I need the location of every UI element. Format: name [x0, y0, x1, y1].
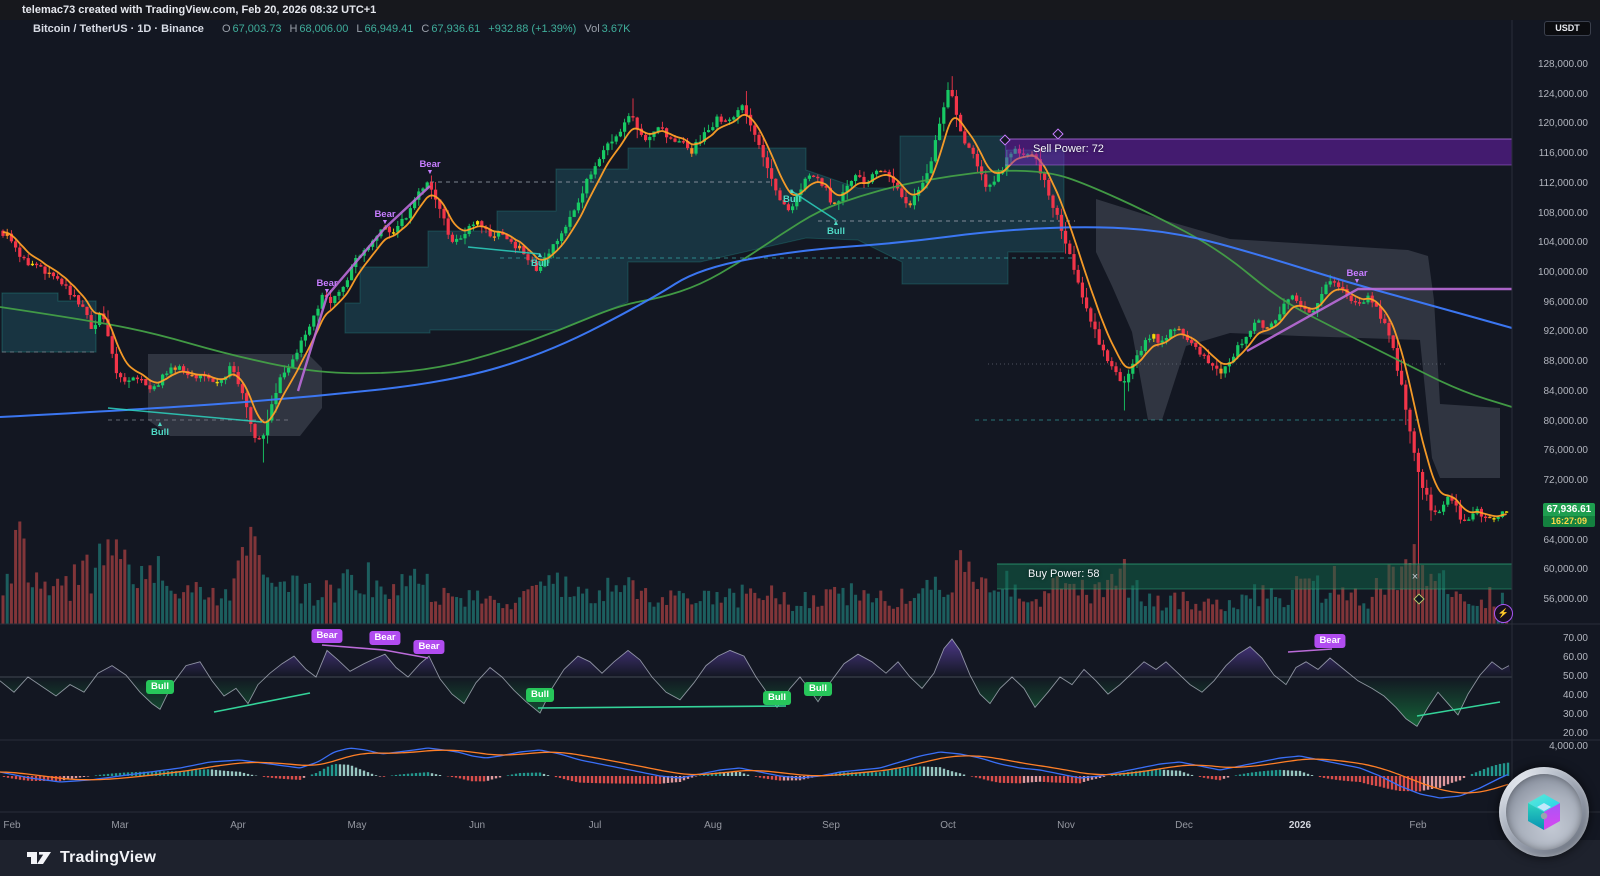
bar-countdown: 16:27:09	[1543, 516, 1595, 527]
open-value: 67,003.73	[232, 23, 282, 35]
low-label: L	[356, 23, 363, 35]
bull-badge[interactable]: Bull	[146, 680, 174, 694]
bear-badge[interactable]: Bear	[1314, 634, 1346, 648]
bull-price-marker[interactable]: ▲ Bull	[827, 220, 845, 237]
high-label: H	[289, 23, 298, 35]
bear-badge[interactable]: Bear	[413, 640, 445, 654]
cube-emblem-icon	[1528, 794, 1560, 830]
bull-badge[interactable]: Bull	[804, 682, 832, 696]
bull-badge[interactable]: Bull	[526, 688, 554, 702]
last-price-chip[interactable]: 67,936.61 16:27:09	[1543, 503, 1595, 527]
open-label: O	[221, 23, 231, 35]
time-axis-label[interactable]: Oct	[940, 820, 956, 831]
bear-price-marker[interactable]: Bear ▼	[316, 278, 338, 295]
bull-price-marker[interactable]: ▲ Bull	[783, 188, 801, 205]
bear-badge[interactable]: Bear	[369, 631, 401, 645]
price-tick[interactable]: 88,000.00	[1543, 356, 1589, 368]
pane-dividers[interactable]	[0, 20, 1600, 813]
time-axis-label[interactable]: Mar	[111, 820, 129, 831]
bull-price-marker[interactable]: ▲ Bull	[531, 252, 549, 269]
high-value: 68,006.00	[299, 23, 349, 35]
tradingview-logo-icon[interactable]	[26, 849, 52, 867]
currency-toggle-button[interactable]: USDT	[1544, 21, 1591, 36]
macd-tick[interactable]: 4,000.00	[1549, 741, 1588, 752]
power-bands[interactable]	[997, 138, 1512, 590]
volume-value: 3.67K	[601, 23, 631, 35]
attribution-text: telemac73 created with TradingView.com, …	[22, 4, 377, 16]
time-axis-label[interactable]: Jun	[468, 820, 486, 831]
price-tick[interactable]: 64,000.00	[1543, 534, 1589, 546]
buy-band-x-icon[interactable]: ×	[1411, 571, 1419, 583]
trend-zigzag-lines[interactable]	[107, 185, 1512, 423]
attribution-bar: telemac73 created with TradingView.com, …	[0, 0, 1600, 20]
footer-bar: TradingView	[0, 840, 1600, 876]
tradingview-brand-text[interactable]: TradingView	[60, 849, 157, 866]
price-tick[interactable]: 60,000.00	[1543, 564, 1589, 576]
price-tick[interactable]: 128,000.00	[1537, 59, 1588, 70]
low-value: 66,949.41	[364, 23, 414, 35]
price-tick[interactable]: 120,000.00	[1537, 118, 1588, 130]
last-price-value: 67,936.61	[1543, 503, 1595, 516]
price-tick[interactable]: 92,000.00	[1543, 326, 1589, 338]
price-tick[interactable]: 100,000.00	[1537, 267, 1588, 279]
time-axis-label[interactable]: Aug	[704, 820, 722, 831]
price-tick[interactable]: 104,000.00	[1537, 237, 1588, 249]
oscillator-tick[interactable]: 50.00	[1562, 671, 1588, 682]
volume-bars	[1, 521, 1509, 624]
bull-badge[interactable]: Bull	[763, 691, 791, 705]
time-axis-label[interactable]: Apr	[230, 820, 246, 831]
volume-label: Vol	[584, 23, 600, 35]
price-tick[interactable]: 72,000.00	[1543, 475, 1589, 487]
macd-pane	[0, 747, 1510, 799]
price-tick[interactable]: 80,000.00	[1543, 415, 1589, 427]
ichimoku-clouds	[1, 135, 1500, 478]
bear-price-marker[interactable]: Bear ▼	[419, 159, 441, 176]
lightning-badge-icon[interactable]: ⚡	[1494, 604, 1513, 623]
price-tick[interactable]: 96,000.00	[1543, 296, 1589, 308]
time-axis-label[interactable]: Jul	[588, 820, 602, 831]
close-label: C	[421, 23, 430, 35]
oscillator-tick[interactable]: 40.00	[1562, 690, 1588, 701]
time-axis-label[interactable]: Dec	[1175, 820, 1193, 831]
oscillator-tick[interactable]: 30.00	[1562, 709, 1588, 720]
price-tick[interactable]: 84,000.00	[1543, 385, 1589, 397]
close-value: 67,936.61	[431, 23, 481, 35]
time-axis-label[interactable]: Feb	[3, 820, 21, 831]
price-tick[interactable]: 124,000.00	[1537, 88, 1588, 100]
coin-logo	[1499, 767, 1589, 857]
time-axis-label[interactable]: Sep	[822, 820, 840, 831]
time-axis-label[interactable]: Nov	[1057, 820, 1075, 831]
bear-badge[interactable]: Bear	[311, 629, 343, 643]
moving-averages	[0, 113, 1513, 518]
price-tick[interactable]: 76,000.00	[1543, 445, 1589, 457]
bull-price-marker[interactable]: ▲ Bull	[151, 421, 169, 438]
price-tick[interactable]: 112,000.00	[1538, 177, 1588, 189]
bear-price-marker[interactable]: Bear ▼	[374, 209, 396, 226]
buy-power-label[interactable]: Buy Power: 58	[1028, 568, 1100, 580]
change-value: +932.88 (+1.39%)	[488, 23, 577, 35]
oscillator-pane	[0, 638, 1512, 728]
oscillator-tick[interactable]: 20.00	[1562, 728, 1588, 739]
symbol-legend[interactable]: Bitcoin / TetherUS · 1D · Binance O 67,003…	[33, 23, 630, 37]
coin-inner-disc	[1506, 774, 1582, 850]
oscillator-tick[interactable]: 70.00	[1562, 633, 1588, 644]
price-tick[interactable]: 116,000.00	[1538, 148, 1588, 160]
time-axis-label[interactable]: Feb	[1409, 820, 1427, 831]
time-axis-label[interactable]: 2026	[1288, 820, 1312, 831]
oscillator-tick[interactable]: 60.00	[1562, 652, 1588, 663]
price-tick[interactable]: 56,000.00	[1543, 593, 1589, 605]
price-tick[interactable]: 108,000.00	[1537, 207, 1588, 219]
bear-price-marker[interactable]: Bear ▼	[1346, 268, 1368, 285]
symbol-title[interactable]: Bitcoin / TetherUS · 1D · Binance	[33, 23, 204, 35]
time-axis-label[interactable]: May	[347, 820, 367, 831]
sell-power-label[interactable]: Sell Power: 72	[1033, 143, 1104, 155]
